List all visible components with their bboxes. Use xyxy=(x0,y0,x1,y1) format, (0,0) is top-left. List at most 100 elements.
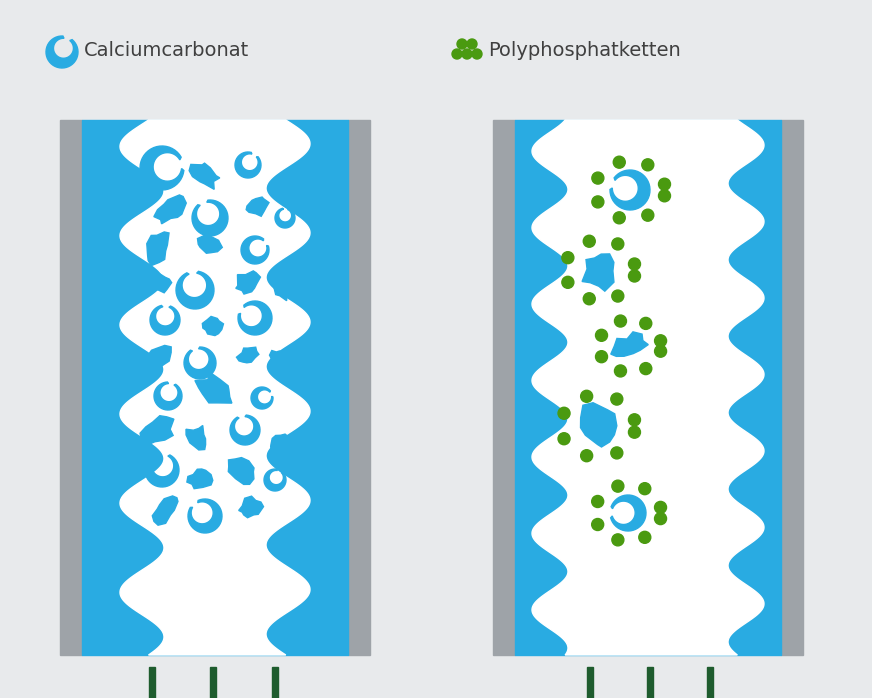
Bar xyxy=(149,667,155,698)
Bar xyxy=(82,120,348,655)
Text: Polyphosphatketten: Polyphosphatketten xyxy=(488,40,681,59)
Bar xyxy=(210,667,216,698)
Circle shape xyxy=(629,258,641,270)
Circle shape xyxy=(558,407,570,419)
Polygon shape xyxy=(228,458,254,484)
Circle shape xyxy=(610,393,623,405)
Circle shape xyxy=(596,329,608,341)
Bar xyxy=(272,667,278,698)
Circle shape xyxy=(640,362,651,375)
Circle shape xyxy=(592,519,603,530)
Polygon shape xyxy=(582,254,614,291)
Circle shape xyxy=(615,365,626,377)
Bar xyxy=(348,120,370,655)
Polygon shape xyxy=(246,197,269,216)
Polygon shape xyxy=(189,163,220,189)
Polygon shape xyxy=(146,232,169,266)
Polygon shape xyxy=(140,146,184,190)
Polygon shape xyxy=(239,496,263,518)
Bar xyxy=(707,667,713,698)
Circle shape xyxy=(655,512,666,525)
Bar xyxy=(781,120,803,655)
Polygon shape xyxy=(149,273,172,292)
Bar xyxy=(587,667,593,698)
Circle shape xyxy=(457,39,467,49)
Polygon shape xyxy=(154,382,182,410)
Polygon shape xyxy=(241,236,269,264)
Circle shape xyxy=(658,178,671,190)
Circle shape xyxy=(655,335,666,347)
Polygon shape xyxy=(145,453,179,487)
Polygon shape xyxy=(192,200,228,236)
Polygon shape xyxy=(186,426,206,450)
Polygon shape xyxy=(187,469,213,489)
Text: Calciumcarbonat: Calciumcarbonat xyxy=(84,40,249,59)
Circle shape xyxy=(467,39,477,49)
Circle shape xyxy=(655,501,666,514)
Circle shape xyxy=(462,49,472,59)
Polygon shape xyxy=(147,346,171,369)
Polygon shape xyxy=(270,434,288,452)
Bar xyxy=(60,120,82,655)
Circle shape xyxy=(612,290,623,302)
Polygon shape xyxy=(235,152,261,178)
Polygon shape xyxy=(153,195,187,224)
Circle shape xyxy=(629,426,640,438)
Polygon shape xyxy=(251,387,273,409)
Polygon shape xyxy=(581,403,617,447)
Polygon shape xyxy=(610,170,650,210)
Circle shape xyxy=(658,190,671,202)
Circle shape xyxy=(581,390,593,402)
Circle shape xyxy=(642,209,654,221)
Polygon shape xyxy=(197,235,222,253)
Circle shape xyxy=(583,235,596,247)
Polygon shape xyxy=(274,280,291,301)
Circle shape xyxy=(610,447,623,459)
Circle shape xyxy=(629,414,640,426)
Circle shape xyxy=(613,211,625,224)
Circle shape xyxy=(639,531,651,543)
Circle shape xyxy=(640,318,651,329)
Polygon shape xyxy=(195,373,232,403)
Circle shape xyxy=(629,270,641,282)
Polygon shape xyxy=(202,316,223,336)
Polygon shape xyxy=(230,415,260,445)
Circle shape xyxy=(612,480,623,492)
Circle shape xyxy=(583,292,596,305)
Circle shape xyxy=(642,159,654,171)
Circle shape xyxy=(615,315,626,327)
Polygon shape xyxy=(532,120,764,655)
Circle shape xyxy=(639,483,651,495)
Circle shape xyxy=(558,433,570,445)
Circle shape xyxy=(472,49,482,59)
Polygon shape xyxy=(610,495,646,531)
Circle shape xyxy=(452,49,462,59)
Circle shape xyxy=(596,350,608,363)
Polygon shape xyxy=(235,271,261,294)
Circle shape xyxy=(613,156,625,168)
Circle shape xyxy=(562,252,574,264)
Bar xyxy=(493,120,515,655)
Polygon shape xyxy=(184,347,216,379)
Polygon shape xyxy=(269,350,290,373)
Polygon shape xyxy=(610,332,648,357)
Bar xyxy=(515,120,781,655)
Polygon shape xyxy=(264,469,286,491)
Bar xyxy=(647,667,653,698)
Circle shape xyxy=(592,496,603,507)
Polygon shape xyxy=(238,301,272,335)
Polygon shape xyxy=(188,499,222,533)
Polygon shape xyxy=(153,496,178,525)
Circle shape xyxy=(562,276,574,288)
Polygon shape xyxy=(140,416,174,445)
Circle shape xyxy=(581,450,593,461)
Polygon shape xyxy=(150,306,180,335)
Circle shape xyxy=(592,172,604,184)
Circle shape xyxy=(612,534,623,546)
Circle shape xyxy=(592,196,604,208)
Polygon shape xyxy=(46,36,78,68)
Circle shape xyxy=(655,346,666,357)
Polygon shape xyxy=(236,347,259,363)
Circle shape xyxy=(612,238,623,250)
Polygon shape xyxy=(176,272,214,309)
